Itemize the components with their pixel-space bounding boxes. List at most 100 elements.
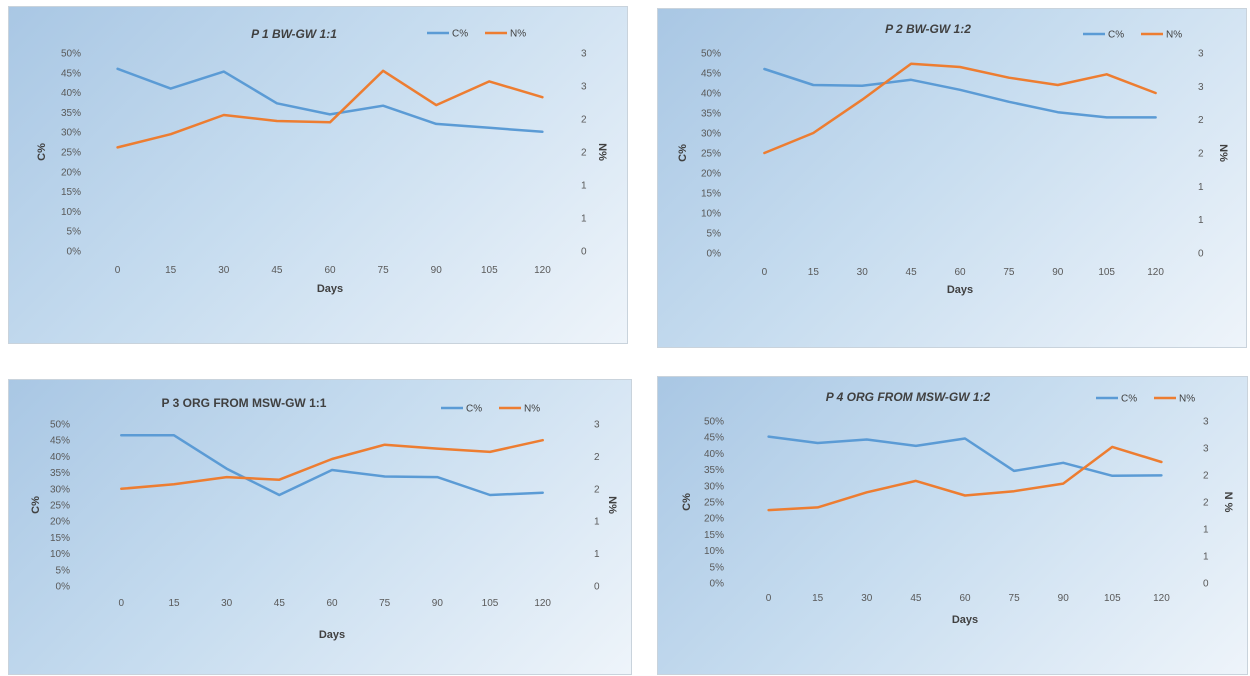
legend-label-1: N%	[524, 404, 540, 415]
series-line-c	[763, 67, 1157, 119]
y2-tick-label: 3	[1203, 417, 1209, 428]
y2-tick-label: 2	[1198, 149, 1204, 160]
series-line-n	[767, 445, 1163, 512]
chart-title: P 2 BW-GW 1:2	[885, 22, 971, 36]
y-tick-label: 15%	[701, 189, 721, 200]
y-tick-label: 45%	[50, 436, 70, 447]
x-tick-label: 105	[1104, 593, 1121, 604]
y2-axis-label: N%	[1217, 144, 1229, 162]
y-tick-label: 35%	[701, 109, 721, 120]
x-tick-label: 0	[766, 593, 772, 604]
x-tick-label: 15	[808, 267, 820, 278]
y-tick-label: 45%	[701, 69, 721, 80]
y-tick-label: 35%	[50, 468, 70, 479]
chart-panel-p2: P 2 BW-GW 1:2 C% N% 0% 5% 10% 15% 20% 25% 30% 35% 4…	[657, 8, 1247, 348]
x-tick-label: 75	[378, 265, 390, 276]
x-axis-label: Days	[947, 284, 973, 296]
x-tick-label: 90	[1058, 593, 1070, 604]
y-tick-label: 10%	[50, 549, 70, 560]
x-tick-label: 120	[534, 598, 551, 609]
y-tick-label: 20%	[704, 514, 724, 525]
x-tick-label: 45	[274, 598, 286, 609]
y2-tick-label: 3	[1203, 444, 1209, 455]
y-tick-label: 30%	[61, 128, 81, 139]
x-axis-label: Days	[317, 283, 343, 295]
y-tick-label: 20%	[50, 517, 70, 528]
y2-tick-label: 1	[1203, 525, 1209, 536]
y-tick-label: 0%	[707, 249, 722, 260]
y-tick-label: 40%	[61, 88, 81, 99]
x-tick-label: 120	[534, 265, 551, 276]
x-tick-label: 120	[1147, 267, 1164, 278]
y2-tick-label: 1	[1198, 182, 1204, 193]
legend-label-1: N%	[1179, 394, 1195, 405]
x-tick-label: 30	[218, 265, 230, 276]
chart-title: P 1 BW-GW 1:1	[251, 27, 337, 41]
series-line-n	[116, 69, 544, 149]
legend-label-0: C%	[466, 404, 482, 415]
y2-tick-label: 3	[581, 82, 587, 93]
y-axis-label: C%	[677, 144, 689, 162]
y-tick-label: 5%	[56, 565, 71, 576]
x-tick-label: 90	[432, 598, 444, 609]
y2-tick-label: 1	[581, 181, 587, 192]
x-tick-label: 30	[861, 593, 873, 604]
y2-tick-label: 2	[594, 484, 600, 495]
y-tick-label: 40%	[701, 89, 721, 100]
series-line-c	[767, 435, 1163, 478]
y-tick-label: 20%	[701, 169, 721, 180]
y-tick-label: 10%	[704, 546, 724, 557]
x-tick-label: 60	[954, 267, 966, 278]
y-tick-label: 10%	[701, 209, 721, 220]
x-tick-label: 60	[326, 598, 338, 609]
x-tick-label: 105	[481, 265, 498, 276]
y2-axis-label: N%	[596, 143, 608, 161]
y-tick-label: 20%	[61, 167, 81, 178]
x-tick-label: 120	[1153, 593, 1170, 604]
x-tick-label: 45	[906, 267, 918, 278]
y2-tick-label: 1	[1203, 552, 1209, 563]
y-tick-label: 5%	[710, 562, 725, 573]
y-tick-label: 0%	[710, 579, 725, 590]
y-tick-label: 35%	[704, 465, 724, 476]
y2-tick-label: 3	[1198, 82, 1204, 93]
series-line-n	[120, 438, 544, 491]
y-tick-label: 50%	[50, 420, 70, 431]
x-tick-label: 75	[1009, 593, 1021, 604]
y2-tick-label: 2	[1203, 498, 1209, 509]
y2-tick-label: 0	[594, 582, 600, 593]
y-tick-label: 25%	[61, 148, 81, 159]
x-tick-label: 60	[959, 593, 971, 604]
x-tick-label: 15	[168, 598, 180, 609]
chart-title: P 4 ORG FROM MSW-GW 1:2	[826, 390, 991, 404]
y-axis-label: C%	[30, 496, 42, 514]
x-tick-label: 0	[115, 265, 121, 276]
x-tick-label: 105	[482, 598, 499, 609]
x-tick-label: 0	[762, 267, 768, 278]
y-tick-label: 25%	[704, 498, 724, 509]
x-tick-label: 75	[1003, 267, 1015, 278]
y2-tick-label: 2	[581, 148, 587, 159]
x-axis-label: Days	[952, 614, 978, 626]
chart-svg: P 3 ORG FROM MSW-GW 1:1 C% N% 0% 5% 10% 15% 20%…	[30, 396, 618, 641]
y2-tick-label: 1	[581, 214, 587, 225]
y2-tick-label: 2	[1203, 471, 1209, 482]
y-tick-label: 10%	[61, 207, 81, 218]
x-tick-label: 75	[379, 598, 391, 609]
y-tick-label: 50%	[704, 417, 724, 428]
y-tick-label: 35%	[61, 108, 81, 119]
y-tick-label: 25%	[50, 501, 70, 512]
y-tick-label: 0%	[56, 582, 71, 593]
y2-tick-label: 3	[1198, 49, 1204, 60]
y-tick-label: 50%	[701, 49, 721, 60]
series-line-c	[116, 67, 544, 134]
y-tick-label: 15%	[50, 533, 70, 544]
y-tick-label: 15%	[704, 530, 724, 541]
y-tick-label: 40%	[50, 452, 70, 463]
chart-svg: P 2 BW-GW 1:2 C% N% 0% 5% 10% 15% 20% 25% 30% 35% 4…	[677, 22, 1229, 296]
series-line-c	[120, 434, 544, 497]
x-tick-label: 15	[165, 265, 177, 276]
y-tick-label: 50%	[61, 49, 81, 60]
legend-label-0: C%	[452, 29, 468, 40]
y-tick-label: 5%	[67, 227, 82, 238]
